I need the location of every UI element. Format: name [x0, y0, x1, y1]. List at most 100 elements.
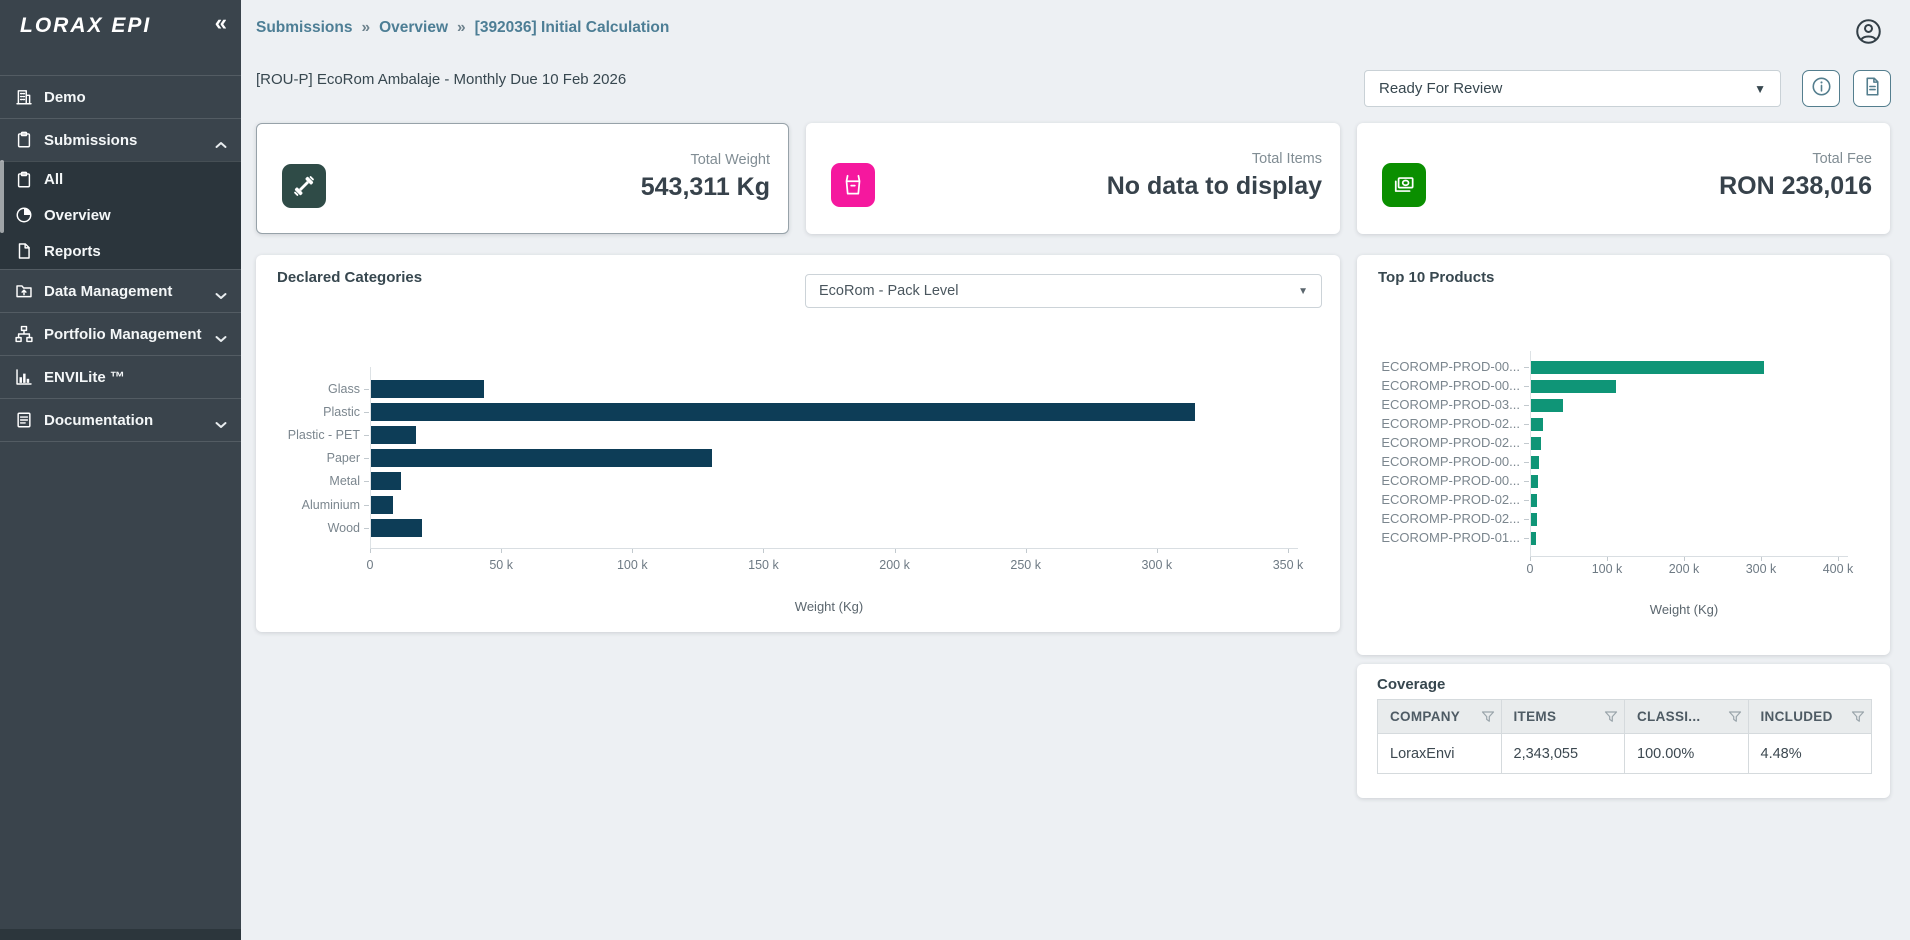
user-avatar-icon[interactable] [1855, 18, 1882, 45]
category-tick [364, 527, 369, 529]
chart-bar [1531, 436, 1541, 450]
file-icon [15, 242, 33, 260]
top-products-title: Top 10 Products [1378, 269, 1495, 286]
category-label: Plastic [323, 405, 360, 420]
category-label: Glass [328, 382, 360, 396]
sidebar-item-label: All [44, 171, 64, 188]
stat-card-total-fee[interactable]: Total Fee RON 238,016 [1357, 123, 1890, 234]
info-button[interactable] [1802, 70, 1840, 107]
category-label: Aluminium [301, 497, 360, 512]
app-logo: LORAX EPI [20, 14, 152, 37]
folder-upload-icon [15, 282, 33, 300]
stat-card-total-weight[interactable]: Total Weight 543,311 Kg [256, 123, 789, 234]
chevron-down-icon [215, 287, 227, 299]
chevron-down-icon: ▼ [1754, 81, 1766, 96]
stat-card-value: RON 238,016 [1719, 172, 1872, 200]
category-label: Wood [327, 520, 360, 535]
axis-tick [1684, 557, 1685, 561]
category-label: ECOROMP-PROD-01... [1381, 530, 1520, 545]
sitemap-icon [15, 325, 33, 343]
column-header-label: COMPANY [1390, 709, 1461, 724]
axis-tick-label: 0 [1526, 562, 1534, 576]
funnel-icon[interactable] [1851, 710, 1865, 724]
axis-tick [1530, 557, 1531, 561]
sidebar-item-portfolio-management[interactable]: Portfolio Management [0, 312, 241, 355]
column-header-company[interactable]: COMPANY [1377, 699, 1502, 734]
category-tick [1524, 500, 1529, 501]
category-label: ECOROMP-PROD-02... [1381, 492, 1520, 507]
sidebar-item-label: Overview [44, 206, 111, 224]
chart-bar [371, 518, 423, 537]
category-tick [1524, 462, 1529, 463]
category-label: ECOROMP-PROD-00... [1381, 359, 1520, 374]
sidebar-scrollbar-thumb[interactable] [0, 160, 4, 233]
axis-tick-label: 200 k [1668, 562, 1700, 576]
category-label: Paper [326, 451, 360, 466]
category-tick [364, 481, 369, 483]
breadcrumb-item-overview[interactable]: Overview [379, 19, 449, 36]
axis-tick-label: 400 k [1822, 562, 1854, 576]
category-tick [364, 389, 369, 390]
sidebar-item-overview[interactable]: Overview [0, 197, 241, 233]
stat-card-label: Total Fee [1812, 151, 1872, 167]
sidebar-item-submissions[interactable]: Submissions [0, 118, 241, 161]
chart-bar [371, 495, 393, 514]
top-products-chart: ECOROMP-PROD-00... ECOROMP-PROD-00... ECOR… [1357, 255, 1890, 655]
column-header-label: INCLUDED [1760, 709, 1833, 724]
category-label: ECOROMP-PROD-03... [1381, 397, 1520, 412]
funnel-icon[interactable] [1604, 710, 1618, 724]
sidebar-item-documentation[interactable]: Documentation [0, 398, 241, 441]
category-tick [1524, 519, 1529, 520]
sidebar-item-all[interactable]: All [0, 161, 241, 197]
stat-card-label: Total Weight [690, 152, 770, 168]
column-header-items[interactable]: ITEMS [1500, 699, 1625, 734]
category-tick [1524, 405, 1529, 406]
breadcrumb-separator: » [361, 19, 371, 36]
funnel-icon[interactable] [1481, 710, 1495, 724]
sidebar-item-data-management[interactable]: Data Management [0, 269, 241, 312]
chart-bar [371, 380, 484, 398]
sidebar-item-envilite[interactable]: ENVILite ™ [0, 355, 241, 398]
sidebar-item-label: ENVILite ™ [44, 368, 125, 386]
category-tick [364, 458, 369, 460]
weight-icon [282, 164, 326, 208]
sidebar-item-demo[interactable]: Demo [0, 75, 241, 118]
x-axis-title: Weight (Kg) [794, 599, 864, 614]
breadcrumb-separator: » [457, 19, 466, 36]
funnel-icon[interactable] [1728, 710, 1742, 724]
category-tick [1524, 481, 1529, 482]
page-subtitle: [ROU-P] EcoRom Ambalaje - Monthly Due 10… [256, 71, 627, 88]
column-header-classi[interactable]: CLASSI... [1624, 699, 1749, 734]
column-header-included[interactable]: INCLUDED [1747, 699, 1872, 734]
category-label: ECOROMP-PROD-02... [1381, 511, 1520, 526]
axis-tick [894, 549, 896, 553]
axis-tick-label: 300 k [1141, 558, 1173, 572]
x-axis-title: Weight (Kg) [1649, 602, 1719, 617]
clipboard-icon [15, 171, 33, 189]
stat-card-total-items[interactable]: Total Items No data to display [806, 123, 1340, 234]
sidebar-item-label: Portfolio Management [44, 325, 202, 343]
category-label: ECOROMP-PROD-02... [1381, 435, 1520, 450]
sidebar-item-reports[interactable]: Reports [0, 233, 241, 269]
dataset-filter-select[interactable]: EcoRom - Pack Level ▼ [805, 274, 1322, 308]
sidebar-item-label: Documentation [44, 411, 154, 429]
axis-tick [763, 549, 765, 553]
building-icon [15, 88, 33, 106]
breadcrumb-item-submissions[interactable]: Submissions [256, 19, 353, 36]
axis-tick-label: 0 [366, 558, 374, 572]
status-select[interactable]: Ready For Review ▼ [1364, 70, 1781, 107]
category-tick [1524, 367, 1529, 368]
declared-categories-panel: Declared Categories EcoRom - Pack Level … [256, 255, 1340, 632]
chart-bar [1531, 398, 1563, 412]
report-file-button[interactable] [1853, 70, 1891, 107]
axis-tick-label: 250 k [1010, 558, 1041, 572]
column-header-label: CLASSI... [1637, 709, 1701, 724]
logo-row: LORAX EPI « [0, 0, 241, 55]
coverage-title: Coverage [1377, 676, 1446, 693]
collapse-sidebar-icon[interactable]: « [214, 10, 227, 35]
chart-bar [371, 449, 712, 468]
table-cell: 4.48% [1747, 733, 1872, 774]
document-lines-icon [15, 411, 33, 429]
axis-tick [632, 549, 634, 553]
